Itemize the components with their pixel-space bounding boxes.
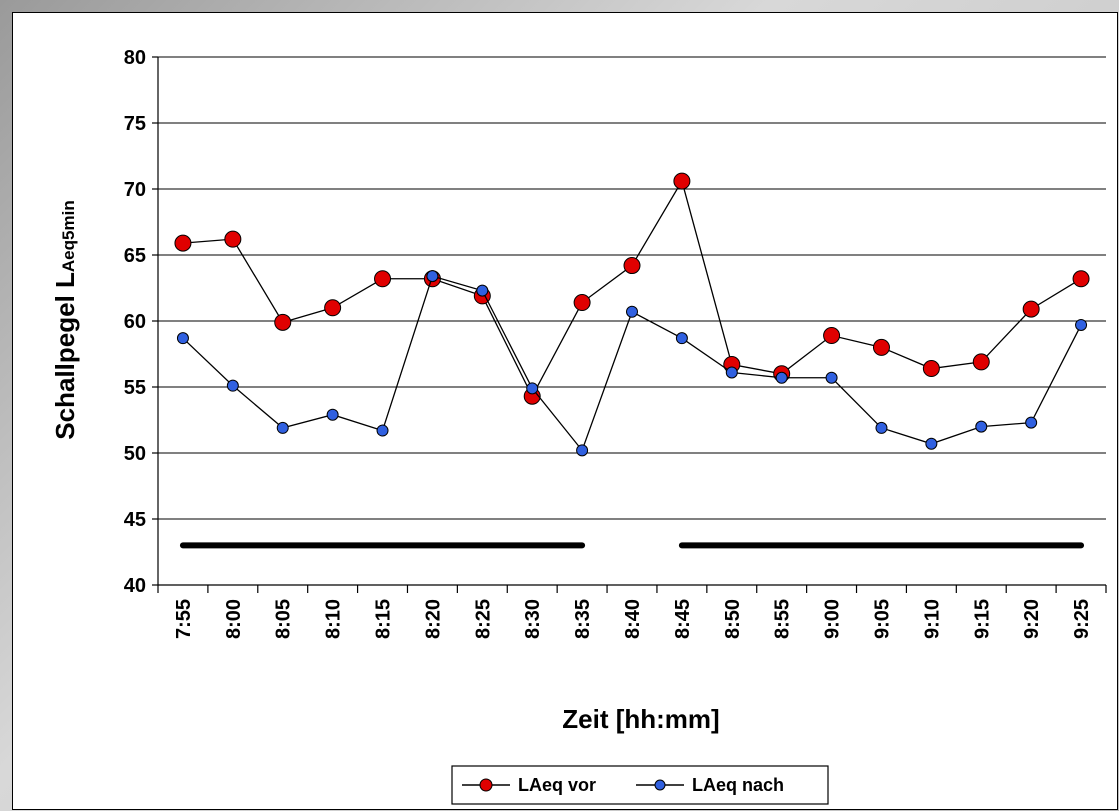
data-point xyxy=(775,371,788,384)
data-point xyxy=(174,234,192,252)
x-tick-label: 8:25 xyxy=(472,599,494,639)
y-tick-label-40: 40 xyxy=(124,575,146,597)
x-tick-label: 8:45 xyxy=(672,599,694,639)
y-tick-label-55: 55 xyxy=(124,377,146,399)
x-tick-label: 8:00 xyxy=(223,599,245,639)
data-point xyxy=(576,444,589,457)
series-1 xyxy=(176,270,1088,457)
y-tick-label-50: 50 xyxy=(124,443,146,465)
data-point xyxy=(1025,416,1038,429)
y-tick-label-60: 60 xyxy=(124,311,146,333)
data-point xyxy=(224,230,242,248)
x-tick-label: 9:05 xyxy=(871,599,893,639)
data-point xyxy=(823,327,841,345)
y-tick-label-45: 45 xyxy=(124,509,146,531)
x-tick-label: 9:00 xyxy=(822,599,844,639)
data-point xyxy=(573,294,591,312)
series-line-0 xyxy=(182,179,1082,398)
x-axis-title: Zeit [hh:mm] xyxy=(562,704,719,734)
x-tick-label: 9:20 xyxy=(1021,599,1043,639)
x-tick-label: 8:50 xyxy=(722,599,744,639)
axes xyxy=(152,56,1107,593)
x-tick-label: 8:55 xyxy=(772,599,794,639)
x-tick-label: 7:55 xyxy=(173,599,195,639)
data-point xyxy=(274,313,292,331)
data-point xyxy=(276,421,289,434)
x-tick-label: 8:40 xyxy=(622,599,644,639)
y-tick-label-70: 70 xyxy=(124,179,146,201)
legend-label-vor: LAeq vor xyxy=(518,775,596,795)
data-point xyxy=(623,257,641,275)
y-tick-label-80: 80 xyxy=(124,47,146,69)
legend-marker-nach xyxy=(654,779,666,791)
x-tick-label: 9:15 xyxy=(971,599,993,639)
data-point xyxy=(825,371,838,384)
y-tick-label-75: 75 xyxy=(124,113,146,135)
data-point xyxy=(476,284,489,297)
x-tick-label: 8:30 xyxy=(522,599,544,639)
data-point xyxy=(922,360,940,378)
data-point xyxy=(872,338,890,356)
data-point xyxy=(1022,300,1040,318)
data-point xyxy=(626,305,638,318)
x-tick-label: 8:10 xyxy=(323,599,345,639)
data-point xyxy=(526,382,539,395)
x-tick-label: 8:05 xyxy=(273,599,295,639)
data-point xyxy=(925,437,938,450)
y-tick-labels: 40 45 50 55 60 65 70 75 80 xyxy=(124,47,146,597)
data-point xyxy=(426,270,439,283)
y-axis-title: Schallpegel LAeq5min xyxy=(50,200,80,439)
data-point xyxy=(376,424,389,437)
data-point xyxy=(875,421,888,434)
data-point xyxy=(374,270,392,288)
chart-frame xyxy=(12,12,1118,810)
data-point xyxy=(972,353,990,371)
legend-marker-vor xyxy=(479,778,493,792)
y-axis-title-sub: Aeq5min xyxy=(59,200,78,272)
x-tick-label: 9:10 xyxy=(921,599,943,639)
x-tick-label: 8:35 xyxy=(572,599,594,639)
x-tick-label: 9:25 xyxy=(1071,599,1093,639)
data-point xyxy=(675,332,688,345)
y-tick-label-65: 65 xyxy=(124,245,146,267)
data-point xyxy=(324,299,342,317)
data-point xyxy=(1075,318,1088,331)
x-tick-label: 8:15 xyxy=(373,599,395,639)
series-layer xyxy=(174,172,1090,457)
data-point xyxy=(326,408,339,421)
y-axis-title-main: Schallpegel L xyxy=(50,272,80,440)
data-point xyxy=(975,420,988,433)
data-point xyxy=(226,379,239,392)
legend: LAeq vor LAeq nach xyxy=(451,765,829,805)
data-point xyxy=(1072,270,1090,288)
grid-lines xyxy=(158,56,1106,520)
x-tick-label: 8:20 xyxy=(422,599,444,639)
legend-label-nach: LAeq nach xyxy=(692,775,784,795)
series-0 xyxy=(174,172,1090,405)
x-tick-labels: 7:55 8:00 8:05 8:10 8:15 8:20 8:25 8:30 8:35 8:40… xyxy=(173,599,1093,639)
data-point xyxy=(176,332,189,345)
data-point xyxy=(725,366,738,379)
series-line-1 xyxy=(182,275,1082,452)
data-point xyxy=(673,172,691,190)
